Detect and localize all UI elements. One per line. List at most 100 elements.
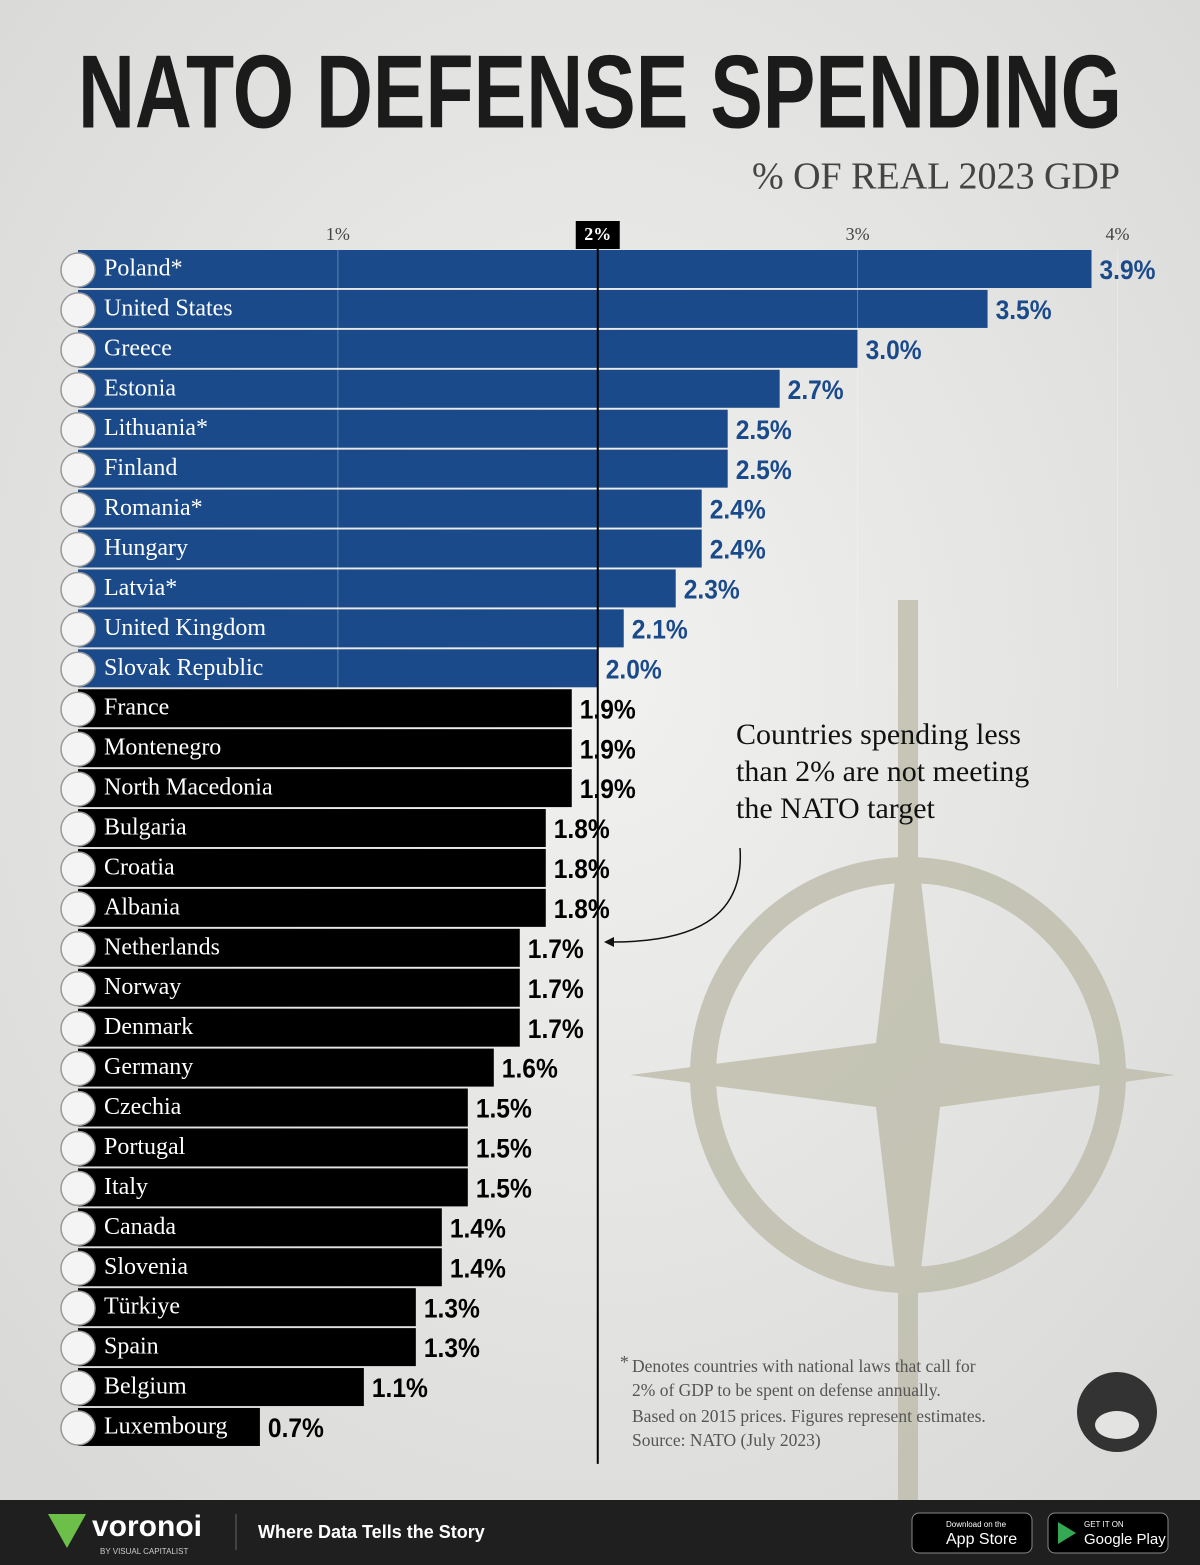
- bar: [78, 729, 572, 768]
- country-label: Canada: [104, 1214, 176, 1240]
- flag: [60, 1330, 96, 1366]
- bar: [78, 809, 546, 848]
- flag: [60, 1050, 96, 1087]
- country-label: Germany: [104, 1054, 193, 1080]
- country-label: Spain: [104, 1334, 159, 1360]
- country-label: Luxembourg: [104, 1413, 228, 1439]
- flag: [60, 1370, 96, 1406]
- tick-highlight: [575, 221, 620, 249]
- value-label: 1.6%: [502, 1054, 558, 1084]
- value-label: 1.9%: [580, 694, 636, 724]
- value-label: 1.1%: [372, 1373, 428, 1403]
- flag: [60, 1170, 96, 1207]
- flag: [60, 731, 96, 767]
- annotation-line: the NATO target: [736, 792, 936, 825]
- bar: [78, 689, 572, 728]
- vc-logo: [1077, 1372, 1157, 1452]
- country-label: Montenegro: [104, 735, 221, 761]
- value-label: 1.9%: [580, 774, 636, 804]
- annotation-arrow: [611, 847, 741, 943]
- bar: [78, 1128, 468, 1167]
- bar: [78, 888, 546, 927]
- value-label: 1.4%: [450, 1253, 506, 1283]
- value-label: 3.0%: [866, 335, 922, 365]
- flag: [60, 1250, 96, 1286]
- bar: [78, 1168, 468, 1207]
- flag: [60, 651, 96, 688]
- flag: [60, 411, 96, 448]
- country-label: Italy: [104, 1174, 148, 1200]
- value-label: 1.5%: [476, 1134, 532, 1164]
- bar: [78, 1288, 416, 1327]
- bar: [78, 289, 988, 328]
- value-label: 1.9%: [580, 734, 636, 764]
- country-label: Slovenia: [104, 1254, 188, 1280]
- flag: [60, 970, 96, 1007]
- bar: [78, 649, 598, 688]
- country-label: Norway: [104, 974, 181, 1000]
- country-label: Latvia*: [104, 575, 177, 601]
- country-label: Estonia: [104, 375, 176, 401]
- value-label: 2.5%: [736, 455, 792, 485]
- country-label: Netherlands: [104, 934, 220, 960]
- bar: [78, 449, 728, 488]
- value-label: 2.0%: [606, 654, 662, 684]
- bar: [78, 848, 546, 887]
- flag: [60, 252, 96, 288]
- annotation: Countries spending less than 2% are not …: [736, 718, 1029, 825]
- x-tick-label: 1%: [326, 224, 350, 244]
- footnote-line: Based on 2015 prices. Figures represent …: [632, 1406, 986, 1426]
- bar: [78, 609, 624, 648]
- value-label: 1.7%: [528, 934, 584, 964]
- country-label: Türkiye: [104, 1294, 180, 1320]
- app-store-badge[interactable]: [911, 1512, 1033, 1554]
- annotation-line: than 2% are not meeting: [736, 755, 1029, 788]
- country-label: Slovak Republic: [104, 655, 263, 681]
- country-label: Denmark: [104, 1014, 193, 1040]
- value-label: 2.3%: [684, 575, 740, 605]
- bar: [78, 1208, 442, 1247]
- x-tick-label: 3%: [846, 224, 870, 244]
- flag: [60, 1410, 96, 1446]
- bar: [78, 1088, 468, 1127]
- value-label: 2.4%: [710, 495, 766, 525]
- flag: [60, 1130, 96, 1167]
- bar: [78, 409, 728, 448]
- flag: [60, 531, 96, 568]
- plot: Poland* 3.9% United States 3.5% Greece 3.0% Es…: [60, 221, 1156, 1464]
- x-tick-label: 2%: [584, 224, 611, 244]
- google-play-badge[interactable]: [1047, 1512, 1169, 1554]
- arrow-head: [604, 937, 614, 947]
- bar: [78, 1328, 416, 1367]
- flag: [60, 891, 96, 927]
- brand: voronoi: [92, 1510, 202, 1543]
- value-label: 2.4%: [710, 535, 766, 565]
- country-label: Portugal: [104, 1134, 186, 1160]
- tagline: Where Data Tells the Story: [258, 1522, 485, 1542]
- value-label: 1.8%: [554, 894, 610, 924]
- flag: [60, 332, 96, 368]
- country-label: Belgium: [104, 1374, 187, 1400]
- value-label: 0.7%: [268, 1413, 324, 1443]
- badge-text: App Store: [946, 1531, 1017, 1548]
- country-label: France: [104, 695, 169, 721]
- bar: [78, 928, 520, 967]
- footnote-line: 2% of GDP to be spent on defense annuall…: [632, 1380, 941, 1400]
- badge-text: Google Play: [1084, 1531, 1166, 1548]
- bar: [78, 1368, 364, 1407]
- x-tick-label: 4%: [1106, 224, 1130, 244]
- bar: [78, 569, 676, 608]
- country-label: United States: [104, 295, 233, 321]
- value-label: 1.3%: [424, 1293, 480, 1323]
- value-label: 1.8%: [554, 814, 610, 844]
- chart-subtitle: % OF REAL 2023 GDP: [752, 156, 1120, 198]
- bar: [78, 769, 572, 808]
- country-label: Croatia: [104, 854, 175, 880]
- footnote-line: Denotes countries with national laws tha…: [632, 1356, 976, 1376]
- bar: [78, 1407, 260, 1446]
- value-label: 1.8%: [554, 854, 610, 884]
- country-label: Czechia: [104, 1094, 182, 1120]
- flag: [60, 691, 96, 727]
- annotation-line: Countries spending less: [736, 718, 1021, 751]
- value-label: 1.3%: [424, 1333, 480, 1363]
